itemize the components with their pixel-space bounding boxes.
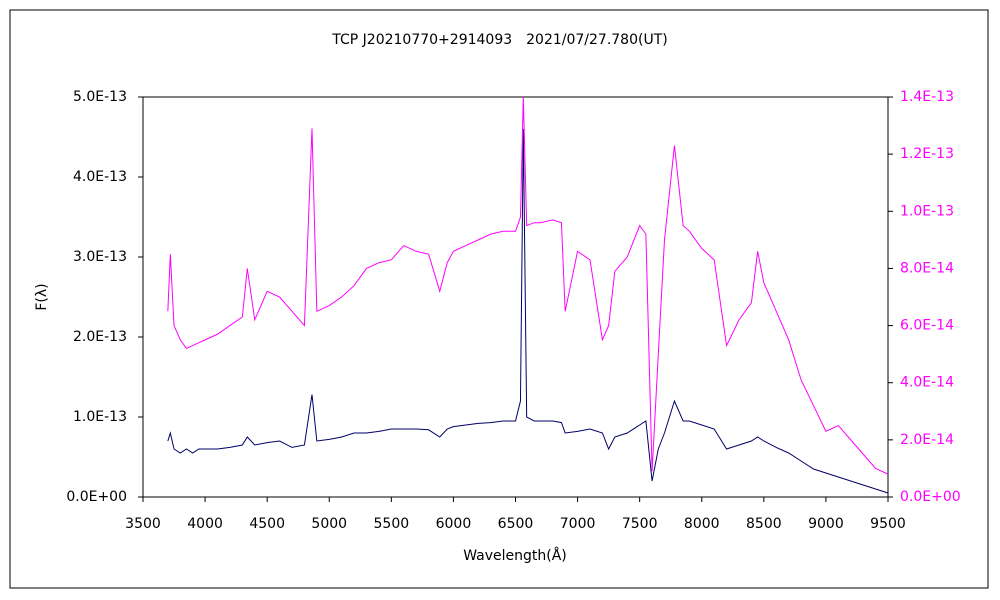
x-tick-label: 6500: [498, 516, 534, 532]
y2-tick-label: 4.0E-14: [900, 375, 954, 391]
y-tick-label: 1.0E-13: [73, 409, 127, 425]
y-tick-label: 2.0E-13: [73, 329, 127, 345]
x-tick-label: 7500: [622, 516, 658, 532]
y-tick-label: 4.0E-13: [73, 169, 127, 185]
x-tick-label: 4500: [249, 516, 285, 532]
y2-tick-label: 1.0E-13: [900, 203, 954, 219]
x-axis-label: Wavelength(Å): [463, 547, 567, 564]
x-tick-label: 5500: [374, 516, 410, 532]
x-tick-label: 8000: [684, 516, 720, 532]
x-tick-label: 7000: [560, 516, 596, 532]
y2-tick-label: 1.4E-13: [900, 89, 954, 105]
x-tick-label: 4000: [187, 516, 223, 532]
y2-tick-label: 6.0E-14: [900, 318, 954, 334]
y-tick-label: 5.0E-13: [73, 89, 127, 105]
spectrum-line: [167, 96, 889, 475]
y-tick-label: 3.0E-13: [73, 249, 127, 265]
x-tick-label: 5000: [311, 516, 347, 532]
y2-tick-label: 0.0E+00: [900, 489, 961, 505]
y-axis-label: F(λ): [34, 283, 50, 310]
x-tick-label: 3500: [125, 516, 161, 532]
chart-title: TCP J20210770+2914093 2021/07/27.780(UT): [331, 32, 667, 48]
y2-tick-label: 8.0E-14: [900, 260, 954, 276]
spectrum-line: [167, 128, 889, 494]
x-tick-label: 9000: [808, 516, 844, 532]
x-tick-label: 8500: [746, 516, 782, 532]
y2-tick-label: 1.2E-13: [900, 146, 954, 162]
x-tick-label: 9500: [870, 516, 906, 532]
y-tick-label: 0.0E+00: [66, 489, 127, 505]
plot-area: [142, 96, 889, 498]
x-tick-label: 6000: [436, 516, 472, 532]
y2-tick-label: 2.0E-14: [900, 432, 954, 448]
